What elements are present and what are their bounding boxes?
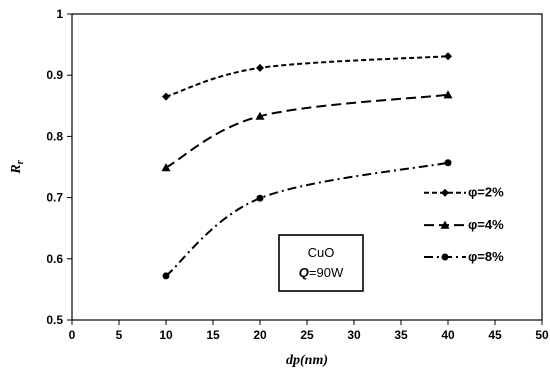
legend-label: φ=8% xyxy=(468,249,504,264)
annotation-line-1: CuO xyxy=(308,245,335,260)
data-point xyxy=(256,194,264,202)
x-tick-label: 45 xyxy=(488,328,502,342)
data-point xyxy=(162,272,170,280)
y-axis-label-subscript: r xyxy=(15,160,26,164)
legend-marker xyxy=(441,253,449,261)
series-group xyxy=(161,52,453,280)
annotation-box: CuO Q=90W xyxy=(278,234,364,292)
data-point xyxy=(443,90,453,99)
x-tick-label: 20 xyxy=(253,328,267,342)
x-tick-label: 35 xyxy=(394,328,408,342)
y-axis-label: Rr xyxy=(9,160,26,174)
series-line xyxy=(165,55,449,98)
annotation-variable: Q xyxy=(299,265,309,280)
legend-label: φ=2% xyxy=(468,185,504,200)
x-tick-label: 10 xyxy=(159,328,173,342)
x-axis-label: dp(nm) xyxy=(286,353,328,368)
series-line xyxy=(165,93,449,169)
data-point xyxy=(162,92,170,101)
data-point xyxy=(255,111,265,120)
tick-labels: 0 5 10 15 20 25 30 35 40 45 50 0.5 0.6 0.7 0.8 0.9 1 xyxy=(46,7,549,342)
annotation-line-2: Q=90W xyxy=(299,265,344,280)
data-point xyxy=(444,52,452,61)
legend-item: φ=4% xyxy=(424,217,504,232)
data-point xyxy=(256,63,264,72)
y-axis-label-main: R xyxy=(9,164,24,174)
data-point xyxy=(444,159,452,167)
x-tick-label: 0 xyxy=(69,328,76,342)
legend: φ=2% φ=4% φ=8% xyxy=(424,185,504,264)
legend-marker xyxy=(440,220,450,229)
x-tick-label: 40 xyxy=(441,328,455,342)
y-tick-label: 0.5 xyxy=(46,313,63,327)
series-1 xyxy=(162,52,452,101)
annotation-value: =90W xyxy=(309,265,344,280)
y-tick-label: 1 xyxy=(56,7,63,21)
legend-label: φ=4% xyxy=(468,217,504,232)
x-tick-label: 50 xyxy=(535,328,549,342)
y-tick-label: 0.9 xyxy=(46,68,63,82)
x-tick-label: 25 xyxy=(300,328,314,342)
legend-item: φ=8% xyxy=(424,249,504,264)
x-tick-label: 30 xyxy=(347,328,361,342)
x-tick-label: 15 xyxy=(206,328,220,342)
y-tick-label: 0.8 xyxy=(46,129,63,143)
annotation-border xyxy=(278,234,364,292)
y-tick-label: 0.6 xyxy=(46,252,63,266)
legend-marker xyxy=(441,188,449,197)
legend-item: φ=2% xyxy=(424,185,504,200)
y-tick-label: 0.7 xyxy=(46,191,63,205)
data-point xyxy=(161,163,171,172)
series-3 xyxy=(162,159,452,280)
x-tick-label: 5 xyxy=(116,328,123,342)
axes xyxy=(67,13,543,325)
series-2 xyxy=(161,90,453,172)
series-line xyxy=(165,161,449,277)
